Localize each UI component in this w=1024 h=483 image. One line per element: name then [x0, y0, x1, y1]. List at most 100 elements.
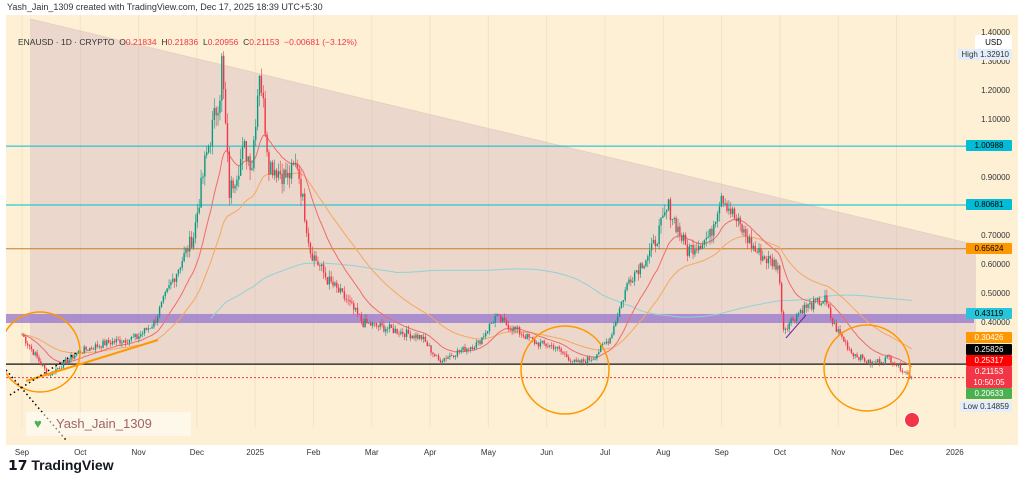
- candle: [413, 335, 415, 339]
- price-tag: 1.00988: [966, 140, 1012, 152]
- price-chart[interactable]: [6, 15, 1018, 445]
- candle: [583, 359, 585, 362]
- candle: [402, 331, 404, 334]
- candle: [141, 333, 144, 335]
- candle: [483, 336, 485, 338]
- candle: [192, 238, 195, 248]
- candle: [520, 334, 523, 335]
- candle: [253, 139, 255, 169]
- candle: [347, 299, 349, 301]
- candle: [556, 346, 559, 349]
- candle: [748, 237, 751, 243]
- candle: [720, 195, 723, 207]
- chart-area[interactable]: ENAUSD · 1D · CRYPTO O0.21834 H0.21836 L…: [6, 15, 1018, 457]
- candle: [862, 354, 864, 359]
- candle: [307, 233, 310, 244]
- time-label: 2025: [246, 448, 265, 457]
- candle: [456, 350, 459, 356]
- candle: [554, 348, 557, 350]
- us-flag-event-icon[interactable]: [904, 412, 920, 428]
- brand-name: TradingView: [31, 457, 114, 473]
- time-label: Aug: [656, 448, 671, 457]
- candle: [222, 55, 225, 90]
- candle: [829, 307, 832, 319]
- candle: [102, 340, 104, 348]
- currency-button[interactable]: USD: [975, 35, 1012, 50]
- change-value: −0.00681 (−3.12%): [284, 37, 357, 47]
- candle: [537, 342, 540, 347]
- candle: [121, 342, 123, 344]
- candle: [403, 333, 406, 337]
- candle: [654, 239, 657, 247]
- candle: [692, 244, 694, 255]
- candle: [277, 171, 280, 178]
- candle: [98, 346, 100, 347]
- candle: [155, 320, 157, 323]
- candle: [419, 335, 421, 339]
- candle: [106, 340, 108, 346]
- candle: [818, 298, 821, 305]
- candle: [74, 355, 76, 359]
- low-value: 0.20956: [207, 37, 239, 47]
- candle: [690, 244, 692, 247]
- candle: [422, 336, 425, 340]
- candle: [91, 347, 93, 349]
- time-label: Mar: [364, 448, 379, 457]
- candle: [620, 301, 623, 309]
- candle: [213, 108, 215, 120]
- candle: [94, 344, 97, 350]
- candle: [353, 303, 355, 310]
- candle: [846, 342, 849, 350]
- candle: [309, 243, 312, 254]
- candle: [911, 377, 913, 379]
- candle: [882, 362, 885, 364]
- candle: [856, 354, 858, 358]
- tradingview-logo[interactable]: 𝟭𝟳 TradingView: [8, 457, 114, 474]
- candle: [605, 341, 608, 344]
- candle: [117, 339, 119, 340]
- candle: [437, 355, 440, 361]
- candle: [522, 334, 525, 337]
- candle: [481, 337, 483, 345]
- price-tag: 0.65624: [966, 242, 1012, 254]
- price-tag: 0.20633: [966, 388, 1012, 399]
- candle: [573, 359, 576, 362]
- candle: [109, 342, 112, 345]
- candle: [541, 340, 543, 343]
- candle: [128, 339, 131, 343]
- candle: [558, 346, 560, 349]
- candle: [247, 156, 249, 161]
- candle: [660, 217, 662, 226]
- candle: [111, 341, 114, 345]
- candle: [756, 251, 758, 253]
- candle: [586, 357, 589, 363]
- candle: [134, 334, 136, 337]
- candle: [539, 342, 542, 347]
- candle: [466, 348, 468, 352]
- candle: [441, 361, 444, 363]
- candle: [590, 360, 592, 361]
- high-label: High 1.32910: [958, 48, 1012, 60]
- candle: [550, 345, 553, 346]
- candle: [279, 171, 281, 175]
- candle: [364, 319, 366, 327]
- candle: [797, 313, 800, 315]
- candle: [60, 367, 63, 369]
- candle: [89, 347, 91, 351]
- candle: [677, 226, 679, 232]
- candle: [436, 355, 438, 357]
- candle: [613, 326, 615, 335]
- candle: [501, 317, 504, 322]
- candle: [669, 199, 672, 221]
- candle: [370, 322, 372, 326]
- candle: [643, 266, 645, 269]
- candle: [652, 239, 655, 244]
- candle: [194, 222, 197, 239]
- candle: [609, 337, 611, 344]
- price-tick: 1.10000: [981, 115, 1010, 124]
- candle: [707, 236, 709, 238]
- candle: [209, 145, 212, 147]
- candle: [562, 351, 564, 354]
- price-tick: 0.50000: [981, 289, 1010, 298]
- candle: [196, 212, 199, 223]
